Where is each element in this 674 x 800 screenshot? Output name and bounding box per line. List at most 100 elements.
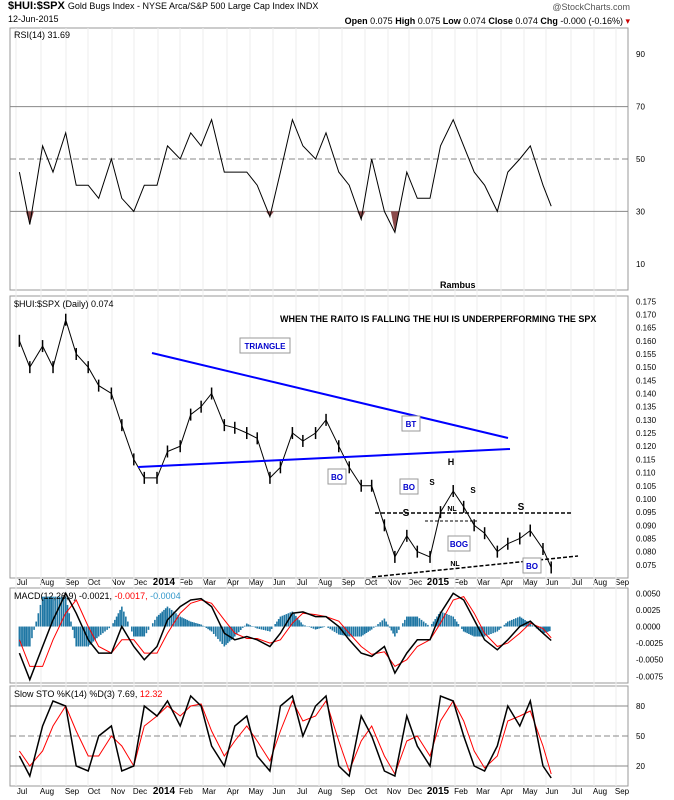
- x-tick-label: Sep: [341, 787, 356, 796]
- y-tick-label: 0.090: [636, 521, 657, 530]
- ohlc-summary: Open 0.075 High 0.075 Low 0.074 Close 0.…: [345, 15, 630, 27]
- rsi-oversold-fill: [390, 211, 399, 233]
- x-tick-label: Aug: [593, 578, 607, 587]
- x-tick-label: May: [522, 787, 537, 796]
- x-tick-label: Mar: [476, 578, 490, 587]
- x-tick-label: Feb: [179, 787, 193, 796]
- x-tick-label: Dec: [133, 578, 147, 587]
- chart-title: $HUI:$SPX Gold Bugs Index - NYSE Arca/S&…: [8, 0, 318, 12]
- chart-title-annotation: WHEN THE RAITO IS FALLING THE HUI IS UND…: [280, 314, 596, 324]
- x-tick-label: Jul: [17, 578, 27, 587]
- x-tick-label: Sep: [615, 578, 630, 587]
- x-tick-label: Dec: [408, 787, 422, 796]
- y-tick-label: 0.085: [636, 534, 657, 543]
- low-label: Low: [442, 16, 461, 26]
- x-tick-label: Jun: [546, 578, 559, 587]
- bog-label: BOG: [450, 540, 468, 549]
- credit: @StockCharts.com: [552, 2, 630, 12]
- y-tick-label: 0.120: [636, 442, 657, 451]
- y-tick-label: -0.0025: [636, 639, 664, 648]
- annotation-nl1: NL: [447, 506, 457, 513]
- y-tick-label: 80: [636, 702, 645, 711]
- symbol: $HUI:$SPX: [8, 0, 65, 12]
- x-tick-label: Oct: [365, 578, 378, 587]
- y-tick-label: 50: [636, 732, 645, 741]
- bo-1-label: BO: [331, 473, 343, 482]
- y-tick-label: 0.150: [636, 363, 657, 372]
- x-tick-label: Aug: [318, 578, 332, 587]
- sto-d-value: 12.32: [140, 689, 163, 699]
- x-tick-label: Jun: [546, 787, 559, 796]
- triangle-lower-trendline: [137, 448, 511, 468]
- x-tick-label: Oct: [365, 787, 378, 796]
- high-label: High: [395, 16, 416, 26]
- y-tick-label: 30: [636, 207, 645, 216]
- y-tick-label: 0.125: [636, 429, 657, 438]
- y-tick-label: 20: [636, 762, 645, 771]
- y-tick-label: -0.0075: [636, 672, 664, 681]
- x-tick-label: Jun: [273, 787, 286, 796]
- y-tick-label: 0.115: [636, 455, 656, 464]
- y-tick-label: 0.155: [636, 350, 657, 359]
- neckline-bottom: [371, 555, 579, 578]
- y-tick-label: 0.175: [636, 297, 657, 306]
- close-value: 0.074: [515, 16, 538, 26]
- y-tick-label: 0.105: [636, 482, 657, 491]
- annotation-s2: S: [429, 478, 435, 487]
- x-tick-label: 2015: [427, 786, 450, 797]
- y-tick-label: 0.0050: [636, 589, 661, 598]
- y-tick-label: 0.145: [636, 376, 657, 385]
- x-tick-label: Aug: [593, 787, 607, 796]
- sto-k-line: [18, 694, 552, 779]
- macd-hist-value: -0.0004: [150, 591, 181, 601]
- x-tick-label: Dec: [133, 787, 147, 796]
- x-tick-label: 2014: [153, 577, 176, 588]
- x-tick-label: Mar: [202, 787, 216, 796]
- y-tick-label: 0.170: [636, 310, 657, 319]
- bo-2-label: BO: [403, 483, 415, 492]
- bt-box: [401, 415, 421, 432]
- y-tick-label: -0.0050: [636, 656, 664, 665]
- rsi-line: [18, 118, 552, 234]
- bo-1-box: [327, 468, 347, 485]
- chg-label: Chg: [540, 16, 558, 26]
- y-tick-label: 0.165: [636, 324, 657, 333]
- x-tick-label: Jul: [297, 787, 307, 796]
- x-tick-label: Nov: [111, 787, 125, 796]
- description: Gold Bugs Index - NYSE Arca/S&P 500 Larg…: [67, 1, 319, 11]
- y-tick-label: 0.160: [636, 337, 657, 346]
- annotation-s3: S: [470, 486, 476, 495]
- chg-value: -0.000 (-0.16%): [560, 16, 623, 26]
- rambus-annotation: Rambus: [440, 280, 476, 290]
- macd-signal-value: -0.0017,: [115, 591, 151, 601]
- down-arrow-icon: ▾: [625, 16, 630, 26]
- y-tick-label: 0.110: [636, 469, 656, 478]
- x-tick-label: Aug: [40, 787, 54, 796]
- high-value: 0.075: [417, 16, 441, 26]
- close-label: Close: [488, 16, 513, 26]
- y-tick-label: 90: [636, 50, 645, 59]
- x-tick-label: Sep: [65, 787, 80, 796]
- y-tick-label: 0.0025: [636, 606, 661, 615]
- bo-2-box: [399, 478, 419, 495]
- x-tick-label: Mar: [202, 578, 216, 587]
- sto-legend: Slow STO %K(14) %D(3) 7.69, 12.32: [14, 689, 162, 699]
- y-tick-label: 0.100: [636, 495, 657, 504]
- x-tick-label: Jul: [572, 787, 582, 796]
- x-tick-label: Mar: [476, 787, 490, 796]
- x-tick-label: Apr: [501, 787, 514, 796]
- y-tick-label: 70: [636, 103, 645, 112]
- x-tick-label: May: [522, 578, 537, 587]
- low-value: 0.074: [463, 16, 486, 26]
- macd-legend: MACD(12,26,9) -0.0021, -0.0017, -0.0004: [14, 591, 181, 601]
- annotation-s1: S: [403, 508, 410, 519]
- sto-d-line: [18, 699, 552, 776]
- x-tick-label: Feb: [454, 787, 468, 796]
- x-tick-label: Dec: [408, 578, 422, 587]
- annotation-h: H: [448, 457, 455, 467]
- y-tick-label: 0.140: [636, 390, 657, 399]
- bo-3-box: [522, 557, 542, 574]
- x-tick-label: Nov: [387, 578, 401, 587]
